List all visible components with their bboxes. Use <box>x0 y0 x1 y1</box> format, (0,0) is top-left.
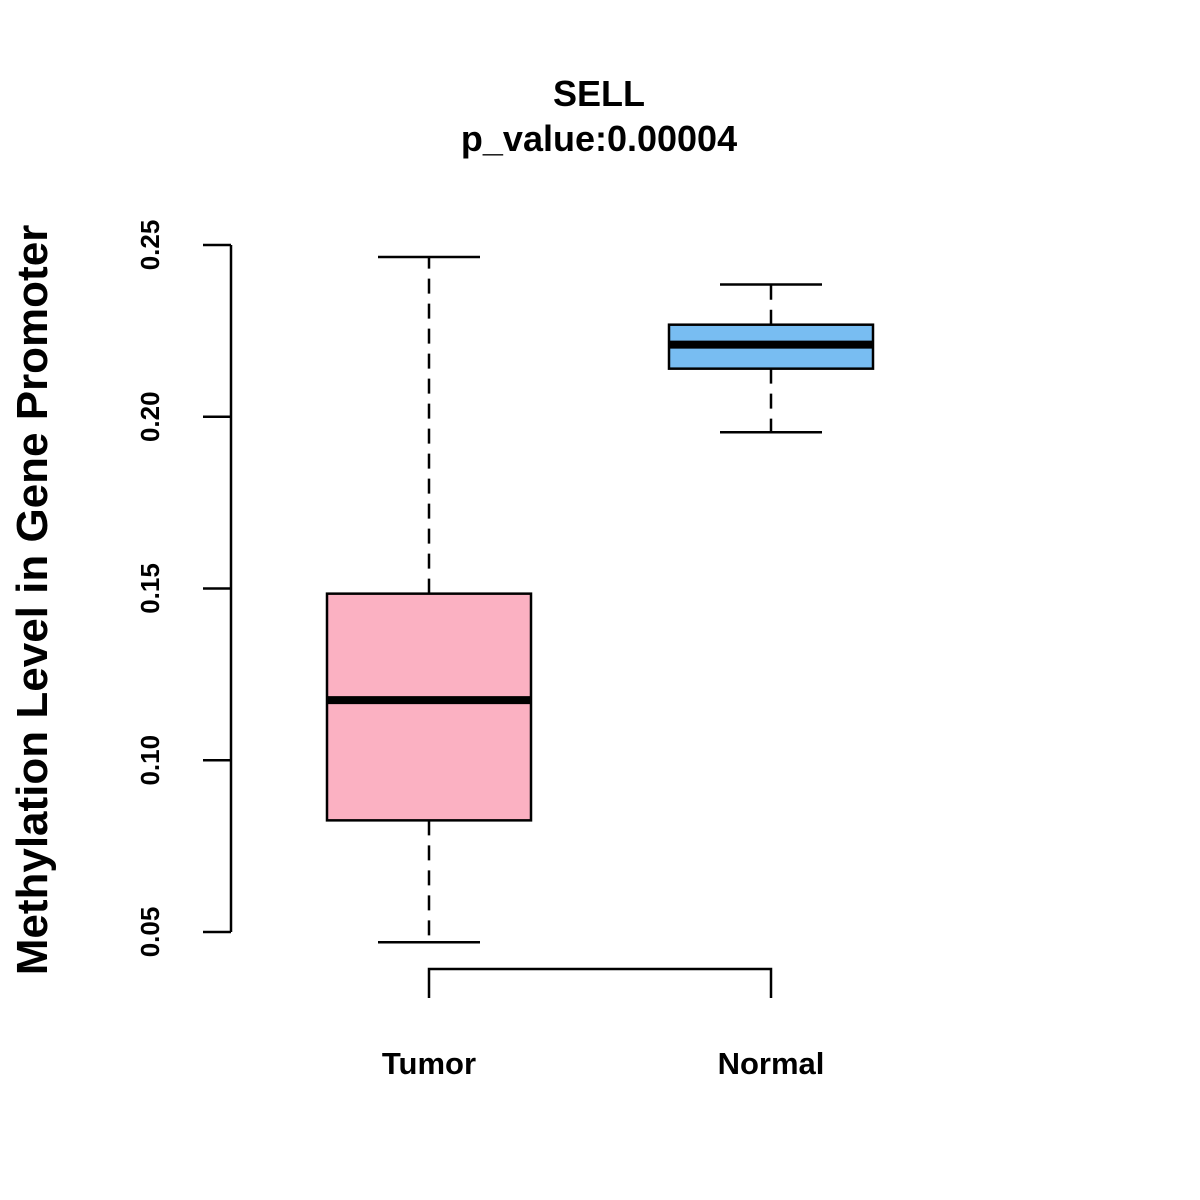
x-axis-labels: Tumor Normal <box>382 1046 824 1081</box>
y-axis: 0.05 0.10 0.15 0.20 0.25 <box>135 220 233 958</box>
y-tick-label: 0.10 <box>135 735 165 786</box>
y-axis-label: Methylation Level in Gene Promoter <box>8 225 57 976</box>
bracket-line <box>427 967 773 998</box>
x-tick-label-normal: Normal <box>718 1046 825 1081</box>
y-tick-label: 0.20 <box>135 391 165 442</box>
y-tick-label: 0.15 <box>135 563 165 614</box>
box-normal <box>667 283 875 434</box>
comparison-bracket <box>427 967 773 998</box>
chart-subtitle: p_value:0.00004 <box>461 118 737 159</box>
box-group <box>325 255 875 944</box>
box-tumor <box>325 255 533 944</box>
chart-title: SELL <box>553 73 645 114</box>
y-tick-label: 0.05 <box>135 907 165 958</box>
y-tick-label: 0.25 <box>135 220 165 271</box>
x-tick-label-tumor: Tumor <box>382 1046 476 1081</box>
iqr-box <box>325 592 533 822</box>
